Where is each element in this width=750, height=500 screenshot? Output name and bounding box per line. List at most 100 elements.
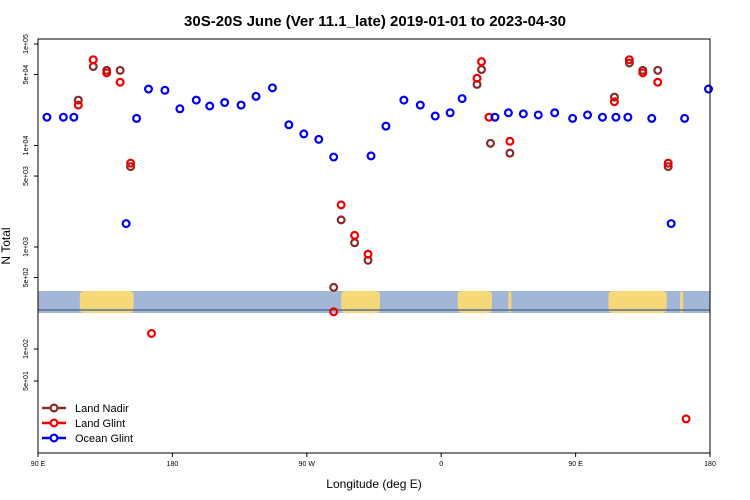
land-glint-point [115, 77, 125, 87]
x-axis-label: Longitude (deg E) [326, 477, 421, 491]
ocean-glint-point [42, 112, 52, 122]
ocean-glint-point [611, 112, 621, 122]
ocean-glint-point [121, 219, 131, 229]
ocean-glint-point [457, 94, 467, 104]
ocean-glint-point [132, 113, 142, 123]
land-glint-point [505, 136, 515, 146]
ocean-glint-point [205, 101, 215, 111]
y-axis: 1e+05 5e+04 1e+04 5e+03 1e+03 5e+02 1e+02 5e+01 [23, 34, 38, 391]
y-tick-label: 1e+05 [23, 34, 30, 54]
map-land [457, 291, 492, 313]
ocean-glint-point [445, 108, 455, 118]
ocean-glint-point [267, 83, 277, 93]
land-nadir-point [329, 282, 339, 292]
ocean-glint-point [69, 112, 79, 122]
y-tick-label: 5e+04 [23, 65, 30, 85]
y-tick-label: 1e+02 [23, 339, 30, 359]
ocean-glint-point [503, 108, 513, 118]
land-glint-point [88, 55, 98, 65]
ocean-glint-point [284, 120, 294, 130]
land-nadir-point [126, 162, 136, 172]
ocean-glint-point [366, 151, 376, 161]
ocean-glint-point [160, 85, 170, 95]
land-glint-point [336, 200, 346, 210]
land-glint-point [681, 414, 691, 424]
ocean-glint-point [175, 104, 185, 114]
land-glint-point [363, 249, 373, 259]
ocean-glint-point [329, 152, 339, 162]
ocean-glint-point [518, 109, 528, 119]
ocean-glint-point [314, 134, 324, 144]
y-tick-label: 1e+04 [23, 136, 30, 156]
ocean-glint-point [597, 112, 607, 122]
ocean-glint-point [647, 113, 657, 123]
land-nadir-point [115, 65, 125, 75]
ocean-glint-point [381, 121, 391, 131]
x-tick-label: 90 E [31, 461, 46, 468]
ocean-glint-point [58, 112, 68, 122]
land-nadir-point [485, 138, 495, 148]
ocean-glint-point [550, 108, 560, 118]
ocean-glint-point [299, 129, 309, 139]
ocean-glint-point [680, 113, 690, 123]
land-glint-point [102, 68, 112, 78]
y-tick-label: 5e+03 [23, 166, 30, 186]
land-glint-point [73, 100, 83, 110]
ocean-glint-point [236, 100, 246, 110]
ocean-glint-point [568, 113, 578, 123]
land-nadir-point [73, 95, 83, 105]
land-glint-point [609, 97, 619, 107]
ocean-glint-point [399, 95, 409, 105]
land-glint-point [126, 158, 136, 168]
x-tick-label: 90 E [568, 461, 583, 468]
land-nadir-point [653, 65, 663, 75]
land-nadir-point [609, 92, 619, 102]
land-glint-point [350, 230, 360, 240]
ocean-glint-point [533, 110, 543, 120]
x-tick-label: 90 W [299, 461, 316, 468]
y-tick-label: 5e+01 [23, 371, 30, 391]
y-tick-label: 1e+03 [23, 237, 30, 257]
x-tick-label: 180 [167, 461, 179, 468]
land-glint-point [663, 158, 673, 168]
land-glint-point [146, 328, 156, 338]
x-axis: 90 E 180 90 W 0 90 E 180 [31, 453, 716, 468]
legend: Land Nadir Land Glint Ocean Glint [42, 403, 133, 445]
map-land [508, 291, 512, 313]
land-nadir-point [477, 65, 487, 75]
legend-marker [49, 418, 59, 428]
map-land [608, 291, 667, 313]
data-markers [42, 55, 714, 424]
ocean-glint-point [220, 98, 230, 108]
y-tick-label: 5e+02 [23, 268, 30, 288]
map-land [680, 291, 684, 313]
ocean-glint-point [191, 95, 201, 105]
ocean-glint-point [623, 112, 633, 122]
ocean-glint-point [415, 100, 425, 110]
legend-label: Land Nadir [75, 403, 129, 415]
x-tick-label: 180 [704, 461, 716, 468]
land-nadir-point [624, 58, 634, 68]
chart-title: 30S-20S June (Ver 11.1_late) 2019-01-01 … [184, 13, 566, 30]
plot-frame [37, 38, 711, 454]
land-glint-point [638, 68, 648, 78]
map-strip [38, 291, 710, 313]
ocean-glint-point [583, 110, 593, 120]
land-nadir-point [505, 148, 515, 158]
legend-label: Land Glint [75, 418, 125, 430]
legend-label: Ocean Glint [75, 433, 133, 445]
land-nadir-point [336, 215, 346, 225]
ocean-glint-point [490, 112, 500, 122]
legend-marker [49, 433, 59, 443]
land-glint-point [653, 77, 663, 87]
ocean-glint-point [144, 84, 154, 94]
x-tick-label: 0 [439, 461, 443, 468]
land-nadir-point [663, 162, 673, 172]
ocean-glint-point [430, 111, 440, 121]
land-glint-point [477, 57, 487, 67]
map-land [79, 291, 134, 313]
land-glint-point [329, 307, 339, 317]
ocean-glint-point [251, 91, 261, 101]
